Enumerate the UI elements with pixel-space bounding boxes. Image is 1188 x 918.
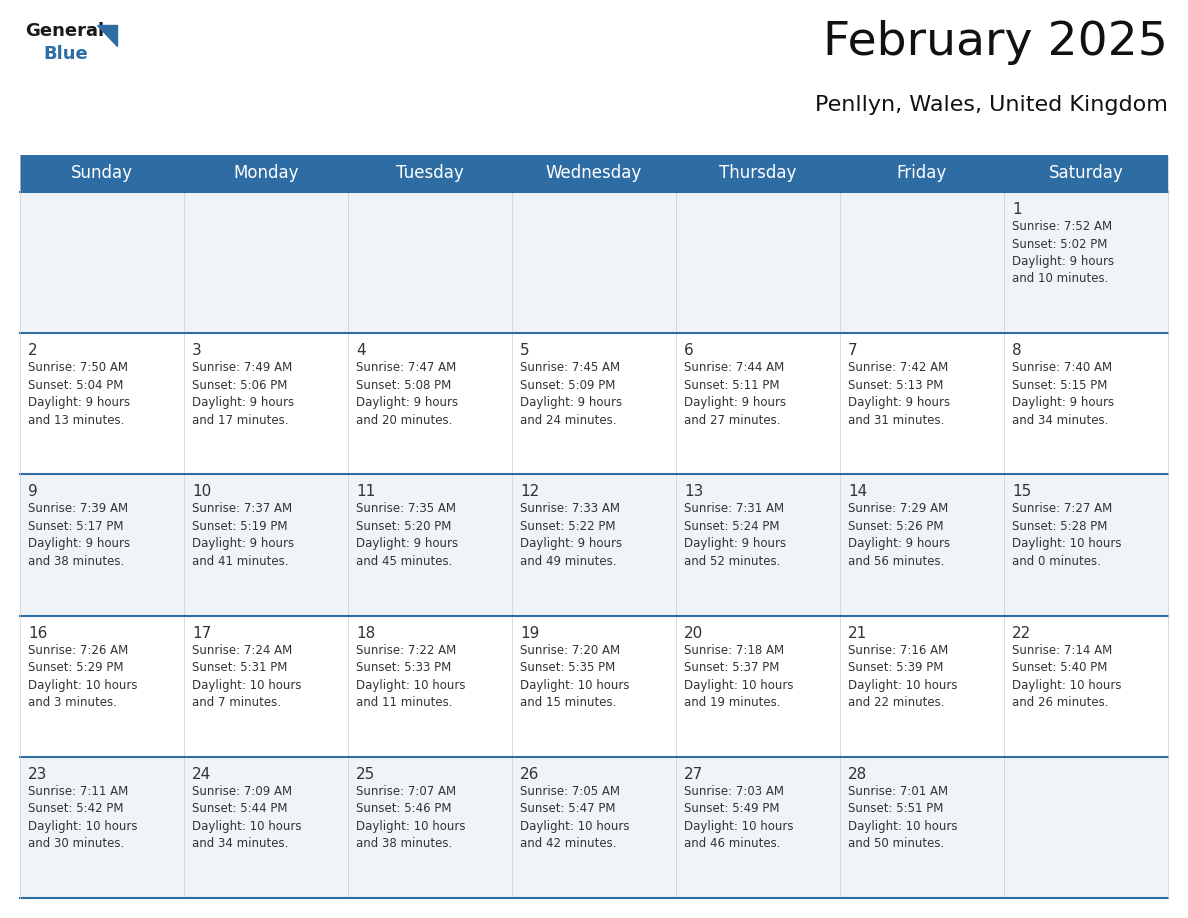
Text: Sunrise: 7:49 AM
Sunset: 5:06 PM
Daylight: 9 hours
and 17 minutes.: Sunrise: 7:49 AM Sunset: 5:06 PM Dayligh… bbox=[192, 361, 295, 427]
Text: Sunrise: 7:20 AM
Sunset: 5:35 PM
Daylight: 10 hours
and 15 minutes.: Sunrise: 7:20 AM Sunset: 5:35 PM Dayligh… bbox=[520, 644, 630, 709]
Text: Sunrise: 7:26 AM
Sunset: 5:29 PM
Daylight: 10 hours
and 3 minutes.: Sunrise: 7:26 AM Sunset: 5:29 PM Dayligh… bbox=[29, 644, 138, 709]
Text: Sunrise: 7:11 AM
Sunset: 5:42 PM
Daylight: 10 hours
and 30 minutes.: Sunrise: 7:11 AM Sunset: 5:42 PM Dayligh… bbox=[29, 785, 138, 850]
Text: Sunrise: 7:07 AM
Sunset: 5:46 PM
Daylight: 10 hours
and 38 minutes.: Sunrise: 7:07 AM Sunset: 5:46 PM Dayligh… bbox=[356, 785, 466, 850]
Text: Sunday: Sunday bbox=[71, 164, 133, 183]
Text: Sunrise: 7:50 AM
Sunset: 5:04 PM
Daylight: 9 hours
and 13 minutes.: Sunrise: 7:50 AM Sunset: 5:04 PM Dayligh… bbox=[29, 361, 131, 427]
Text: Sunrise: 7:40 AM
Sunset: 5:15 PM
Daylight: 9 hours
and 34 minutes.: Sunrise: 7:40 AM Sunset: 5:15 PM Dayligh… bbox=[1012, 361, 1114, 427]
Text: Sunrise: 7:37 AM
Sunset: 5:19 PM
Daylight: 9 hours
and 41 minutes.: Sunrise: 7:37 AM Sunset: 5:19 PM Dayligh… bbox=[192, 502, 295, 568]
Text: 18: 18 bbox=[356, 625, 375, 641]
Bar bbox=[20, 155, 1168, 192]
Text: Sunrise: 7:31 AM
Sunset: 5:24 PM
Daylight: 9 hours
and 52 minutes.: Sunrise: 7:31 AM Sunset: 5:24 PM Dayligh… bbox=[684, 502, 786, 568]
Text: 9: 9 bbox=[29, 485, 38, 499]
Text: Sunrise: 7:33 AM
Sunset: 5:22 PM
Daylight: 9 hours
and 49 minutes.: Sunrise: 7:33 AM Sunset: 5:22 PM Dayligh… bbox=[520, 502, 623, 568]
Text: General: General bbox=[25, 22, 105, 40]
Text: 3: 3 bbox=[192, 343, 202, 358]
Text: 23: 23 bbox=[29, 767, 48, 782]
Text: Sunrise: 7:14 AM
Sunset: 5:40 PM
Daylight: 10 hours
and 26 minutes.: Sunrise: 7:14 AM Sunset: 5:40 PM Dayligh… bbox=[1012, 644, 1121, 709]
Text: 15: 15 bbox=[1012, 485, 1031, 499]
Text: 1: 1 bbox=[1012, 202, 1022, 217]
Bar bbox=[20, 333, 1168, 475]
Text: February 2025: February 2025 bbox=[823, 20, 1168, 65]
Text: 14: 14 bbox=[848, 485, 867, 499]
Text: 26: 26 bbox=[520, 767, 539, 782]
Text: Sunrise: 7:27 AM
Sunset: 5:28 PM
Daylight: 10 hours
and 0 minutes.: Sunrise: 7:27 AM Sunset: 5:28 PM Dayligh… bbox=[1012, 502, 1121, 568]
Text: Sunrise: 7:16 AM
Sunset: 5:39 PM
Daylight: 10 hours
and 22 minutes.: Sunrise: 7:16 AM Sunset: 5:39 PM Dayligh… bbox=[848, 644, 958, 709]
Text: Sunrise: 7:39 AM
Sunset: 5:17 PM
Daylight: 9 hours
and 38 minutes.: Sunrise: 7:39 AM Sunset: 5:17 PM Dayligh… bbox=[29, 502, 131, 568]
Bar bbox=[20, 475, 1168, 616]
Text: Blue: Blue bbox=[43, 45, 88, 63]
Text: 4: 4 bbox=[356, 343, 366, 358]
Text: 11: 11 bbox=[356, 485, 375, 499]
Text: Thursday: Thursday bbox=[719, 164, 797, 183]
Text: Sunrise: 7:45 AM
Sunset: 5:09 PM
Daylight: 9 hours
and 24 minutes.: Sunrise: 7:45 AM Sunset: 5:09 PM Dayligh… bbox=[520, 361, 623, 427]
Text: 17: 17 bbox=[192, 625, 211, 641]
Text: Penllyn, Wales, United Kingdom: Penllyn, Wales, United Kingdom bbox=[815, 95, 1168, 115]
Text: 6: 6 bbox=[684, 343, 694, 358]
Text: 12: 12 bbox=[520, 485, 539, 499]
Text: Saturday: Saturday bbox=[1049, 164, 1124, 183]
Bar bbox=[20, 192, 1168, 333]
Bar bbox=[20, 756, 1168, 898]
Text: Sunrise: 7:42 AM
Sunset: 5:13 PM
Daylight: 9 hours
and 31 minutes.: Sunrise: 7:42 AM Sunset: 5:13 PM Dayligh… bbox=[848, 361, 950, 427]
Text: Sunrise: 7:22 AM
Sunset: 5:33 PM
Daylight: 10 hours
and 11 minutes.: Sunrise: 7:22 AM Sunset: 5:33 PM Dayligh… bbox=[356, 644, 466, 709]
Text: Tuesday: Tuesday bbox=[396, 164, 463, 183]
Text: Sunrise: 7:44 AM
Sunset: 5:11 PM
Daylight: 9 hours
and 27 minutes.: Sunrise: 7:44 AM Sunset: 5:11 PM Dayligh… bbox=[684, 361, 786, 427]
Text: 16: 16 bbox=[29, 625, 48, 641]
Text: 8: 8 bbox=[1012, 343, 1022, 358]
Text: Sunrise: 7:35 AM
Sunset: 5:20 PM
Daylight: 9 hours
and 45 minutes.: Sunrise: 7:35 AM Sunset: 5:20 PM Dayligh… bbox=[356, 502, 459, 568]
Bar bbox=[20, 616, 1168, 756]
Text: Sunrise: 7:05 AM
Sunset: 5:47 PM
Daylight: 10 hours
and 42 minutes.: Sunrise: 7:05 AM Sunset: 5:47 PM Dayligh… bbox=[520, 785, 630, 850]
Text: 22: 22 bbox=[1012, 625, 1031, 641]
Text: 27: 27 bbox=[684, 767, 703, 782]
Text: 13: 13 bbox=[684, 485, 703, 499]
Text: Sunrise: 7:18 AM
Sunset: 5:37 PM
Daylight: 10 hours
and 19 minutes.: Sunrise: 7:18 AM Sunset: 5:37 PM Dayligh… bbox=[684, 644, 794, 709]
Text: 19: 19 bbox=[520, 625, 539, 641]
Text: Monday: Monday bbox=[233, 164, 298, 183]
Text: 28: 28 bbox=[848, 767, 867, 782]
Text: Sunrise: 7:09 AM
Sunset: 5:44 PM
Daylight: 10 hours
and 34 minutes.: Sunrise: 7:09 AM Sunset: 5:44 PM Dayligh… bbox=[192, 785, 302, 850]
Text: Sunrise: 7:52 AM
Sunset: 5:02 PM
Daylight: 9 hours
and 10 minutes.: Sunrise: 7:52 AM Sunset: 5:02 PM Dayligh… bbox=[1012, 220, 1114, 285]
Text: Sunrise: 7:29 AM
Sunset: 5:26 PM
Daylight: 9 hours
and 56 minutes.: Sunrise: 7:29 AM Sunset: 5:26 PM Dayligh… bbox=[848, 502, 950, 568]
Text: Sunrise: 7:24 AM
Sunset: 5:31 PM
Daylight: 10 hours
and 7 minutes.: Sunrise: 7:24 AM Sunset: 5:31 PM Dayligh… bbox=[192, 644, 302, 709]
Text: Friday: Friday bbox=[897, 164, 947, 183]
Text: 5: 5 bbox=[520, 343, 530, 358]
Text: 10: 10 bbox=[192, 485, 211, 499]
Text: 25: 25 bbox=[356, 767, 375, 782]
Text: Sunrise: 7:01 AM
Sunset: 5:51 PM
Daylight: 10 hours
and 50 minutes.: Sunrise: 7:01 AM Sunset: 5:51 PM Dayligh… bbox=[848, 785, 958, 850]
Text: 24: 24 bbox=[192, 767, 211, 782]
Text: Wednesday: Wednesday bbox=[545, 164, 643, 183]
Text: 20: 20 bbox=[684, 625, 703, 641]
Text: 7: 7 bbox=[848, 343, 858, 358]
Text: Sunrise: 7:03 AM
Sunset: 5:49 PM
Daylight: 10 hours
and 46 minutes.: Sunrise: 7:03 AM Sunset: 5:49 PM Dayligh… bbox=[684, 785, 794, 850]
Polygon shape bbox=[97, 25, 116, 46]
Text: Sunrise: 7:47 AM
Sunset: 5:08 PM
Daylight: 9 hours
and 20 minutes.: Sunrise: 7:47 AM Sunset: 5:08 PM Dayligh… bbox=[356, 361, 459, 427]
Text: 21: 21 bbox=[848, 625, 867, 641]
Text: 2: 2 bbox=[29, 343, 38, 358]
